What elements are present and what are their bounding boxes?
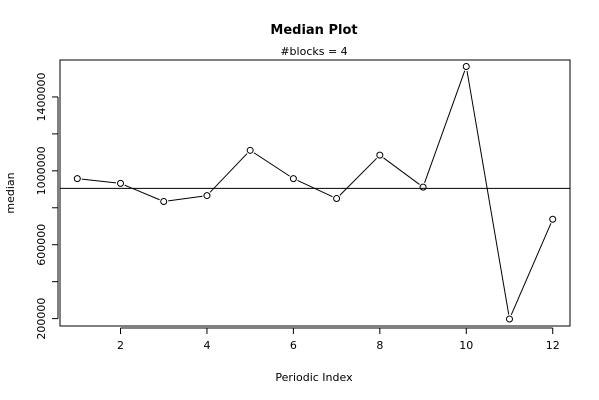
series-line-segment [510,223,552,316]
series-points-layer [73,62,557,323]
series-line-segment [81,178,117,184]
x-tick-label: 2 [117,339,124,352]
data-point [289,175,297,183]
series-line-layer [81,70,552,316]
series-line-segment [339,157,378,196]
data-point [505,315,513,323]
data-point [73,175,81,183]
y-axis-label: median [4,172,17,213]
x-tick-label: 8 [376,339,383,352]
series-line-segment [297,180,333,198]
y-tick-label: 1400000 [35,72,48,121]
data-point [333,195,341,203]
data-point [203,192,211,200]
plot-frame [59,59,571,327]
y-tick-label: 1000000 [35,146,48,195]
chart-subtitle: #blocks = 4 [280,45,347,58]
x-axis: 2 4 6 8 10 12 [117,327,560,352]
series-line-segment [424,70,466,184]
y-axis: 200000 600000 1000000 1400000 [35,72,59,340]
y-tick-label: 200000 [35,298,48,340]
x-tick-label: 10 [459,339,473,352]
data-point [117,179,125,187]
data-point [419,183,427,191]
data-point [462,62,470,70]
x-tick-label: 12 [546,339,560,352]
series-line-segment [383,157,420,185]
x-axis-label: Periodic Index [275,371,353,384]
x-tick-label: 6 [290,339,297,352]
x-tick-label: 4 [203,339,210,352]
series-line-segment [466,70,510,315]
series-line-segment [168,195,203,202]
data-point [549,215,557,223]
data-point [246,146,254,154]
series-line-segment [209,153,248,193]
chart-title: Median Plot [270,23,357,38]
data-point [376,151,384,159]
y-tick-label: 600000 [35,224,48,266]
data-point [160,197,168,205]
series-line-segment [253,152,290,177]
series-line-segment [124,184,160,201]
